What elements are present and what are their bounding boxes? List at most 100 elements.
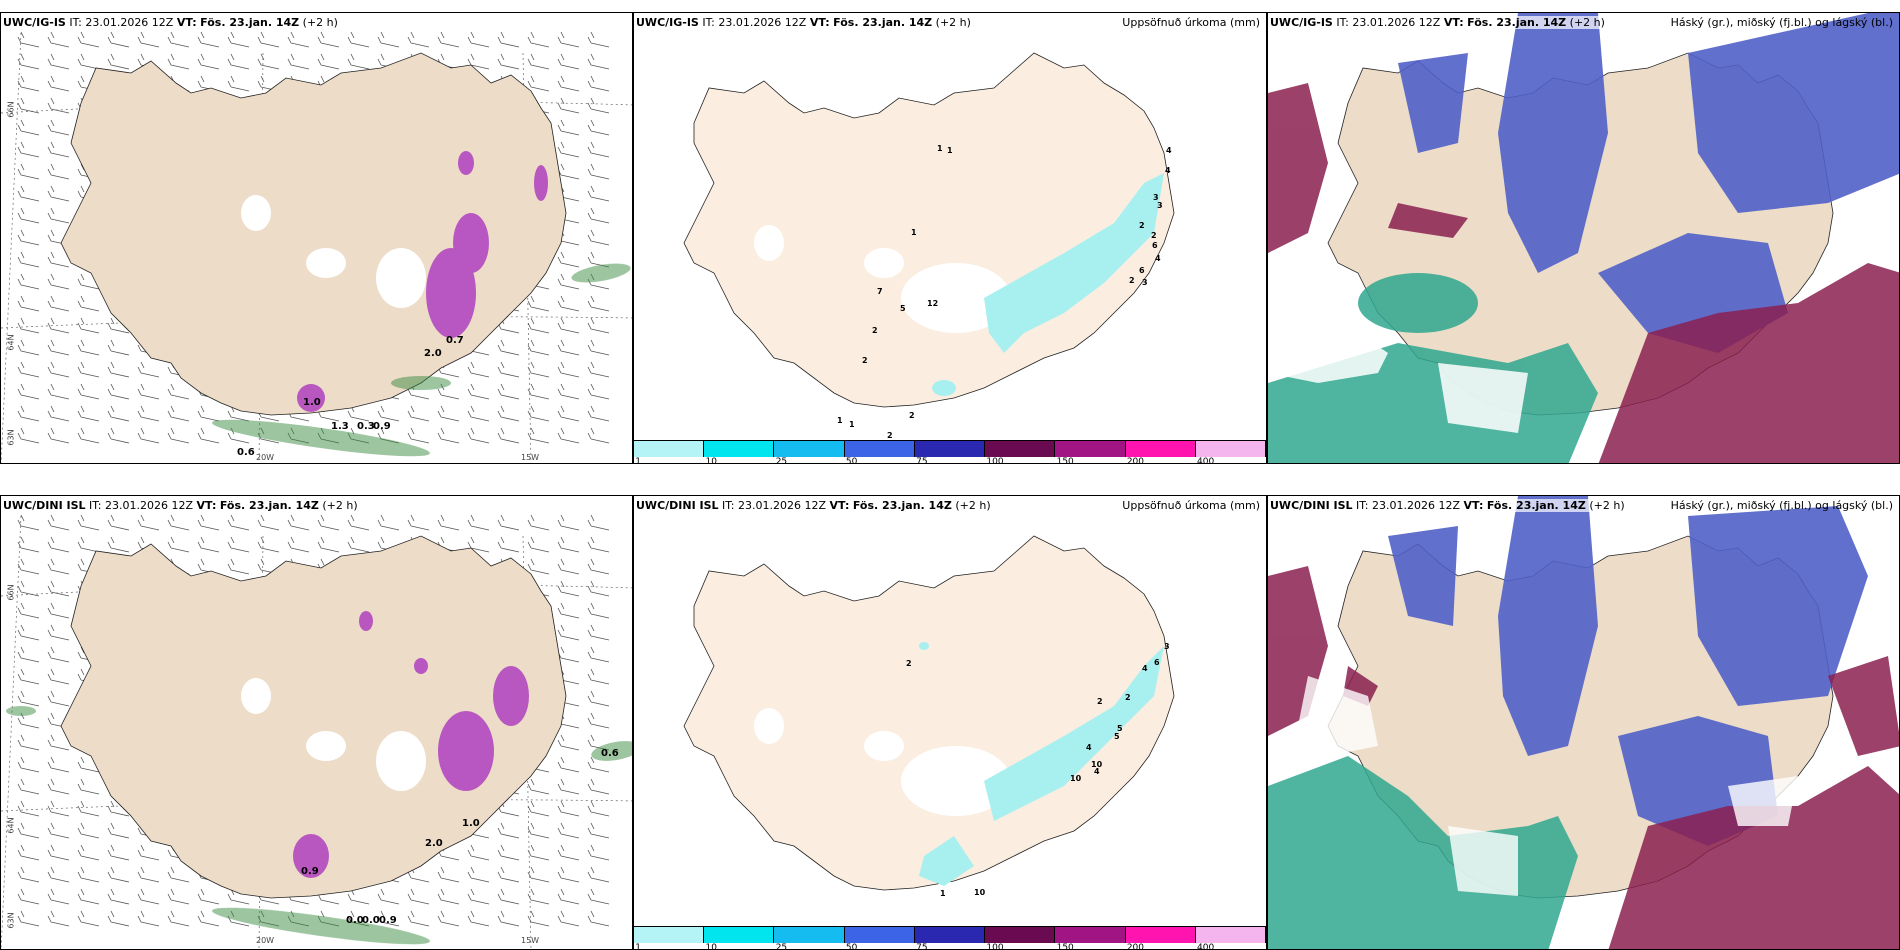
wind-barb: [17, 427, 40, 444]
colorbar-tick: 50: [845, 943, 858, 950]
wind-barb: [557, 97, 580, 114]
wind-barb: [287, 31, 310, 48]
colorbar-swatch: [634, 926, 705, 943]
wind-value-label: 0.6: [237, 447, 255, 458]
wind-barb: [557, 800, 580, 817]
wind-barb: [167, 866, 190, 883]
wind-barb: [17, 339, 40, 356]
lon-label: 15W: [521, 453, 540, 462]
wind-barb: [587, 602, 610, 619]
wind-value-label: 0.9: [373, 421, 391, 432]
wind-value-label: 1.0: [462, 818, 480, 829]
cloud-panel-dini: UWC/DINI ISL IT: 23.01.2026 12Z VT: Fös.…: [1267, 495, 1900, 950]
wind-barb: [77, 317, 100, 334]
wind-barb: [317, 536, 340, 553]
precip-value-label: 2: [1139, 221, 1145, 230]
wind-barb: [107, 536, 130, 553]
wind-barb: [107, 910, 130, 927]
wind-barb: [587, 910, 610, 927]
lat-label: 63N: [6, 429, 16, 446]
wind-barb: [17, 97, 40, 114]
wind-barb: [47, 53, 70, 70]
colorbar-tick: 25: [775, 457, 788, 464]
wind-barb: [167, 405, 190, 422]
wind-barb: [17, 514, 40, 531]
iceland-landmass: [60, 52, 567, 416]
panel-title: UWC/DINI ISL IT: 23.01.2026 12Z VT: Fös.…: [3, 499, 358, 512]
wind-barb: [167, 427, 190, 444]
wind-barb: [527, 844, 550, 861]
wind-barb: [527, 75, 550, 92]
wind-barb: [527, 361, 550, 378]
wind-barb: [527, 31, 550, 48]
precip-value-label: 1: [937, 144, 943, 153]
wind-barb: [527, 339, 550, 356]
wind-barb: [197, 514, 220, 531]
colorbar-swatch: [774, 440, 845, 457]
wind-barb: [107, 822, 130, 839]
wind-map-igis: 1.3 0.30.9 0.6 1.0 2.0 0.7: [1, 31, 632, 463]
wind-barb: [587, 624, 610, 641]
panel-title: UWC/IG-IS IT: 23.01.2026 12Z VT: Fös. 23…: [3, 16, 338, 29]
wind-barb: [77, 822, 100, 839]
wind-barb: [137, 405, 160, 422]
wind-barb: [587, 646, 610, 663]
precip-value-label: 6: [1154, 658, 1160, 667]
precip-value-label: 6: [1152, 241, 1158, 250]
colorbar-tick: 400: [1197, 457, 1215, 464]
colorbar-tick: 75: [916, 457, 928, 464]
panel-title: UWC/IG-IS IT: 23.01.2026 12Z VT: Fös. 23…: [636, 16, 971, 29]
precip-value-label: 1: [947, 146, 953, 155]
wind-barb: [557, 734, 580, 751]
precip-value-label: 7: [877, 287, 883, 296]
wind-barb: [17, 383, 40, 400]
precip-magenta-areas: [297, 151, 548, 412]
lon-label: 15W: [521, 936, 540, 945]
wind-barb: [107, 427, 130, 444]
wind-barb: [47, 97, 70, 114]
colorbar-swatch: [1055, 440, 1126, 457]
precip-value-label: 2: [906, 659, 912, 668]
wind-barb: [587, 383, 610, 400]
wind-barb: [557, 536, 580, 553]
wind-barb: [17, 602, 40, 619]
wind-barb: [107, 31, 130, 48]
colorbar-swatch: [704, 440, 775, 457]
wind-barb: [47, 317, 70, 334]
wind-barb: [557, 317, 580, 334]
wind-barb: [587, 778, 610, 795]
wind-barb: [107, 514, 130, 531]
wind-barb: [287, 536, 310, 553]
wind-barb: [497, 910, 520, 927]
mid-cloud-areas: [1268, 83, 1899, 463]
colorbar: 1 10 25 50 75 100 150 200 400: [634, 926, 1266, 949]
precip-light-areas: [932, 173, 1164, 396]
wind-barb: [557, 75, 580, 92]
wind-barb: [167, 888, 190, 905]
lat-label: 63N: [6, 912, 16, 929]
wind-barb: [437, 866, 460, 883]
wind-barb: [557, 383, 580, 400]
wind-barb: [17, 361, 40, 378]
wind-barb: [407, 405, 430, 422]
wind-barb: [137, 427, 160, 444]
green-shading: [212, 263, 631, 457]
wind-barb: [107, 317, 130, 334]
wind-barb: [557, 580, 580, 597]
wind-barb: [587, 361, 610, 378]
wind-barb: [47, 273, 70, 290]
wind-value-label: 0.3: [357, 421, 375, 432]
precip-value-label: 10: [974, 888, 986, 897]
wind-barb: [17, 273, 40, 290]
colorbar-swatch: [774, 926, 845, 943]
wind-barb: [557, 141, 580, 158]
wind-barb: [17, 207, 40, 224]
wind-barb: [497, 514, 520, 531]
wind-barb: [587, 690, 610, 707]
wind-barb: [167, 910, 190, 927]
wind-barb: [497, 427, 520, 444]
wind-barb: [197, 405, 220, 422]
wind-barb: [497, 405, 520, 422]
wind-barb: [347, 31, 370, 48]
wind-barb: [47, 141, 70, 158]
